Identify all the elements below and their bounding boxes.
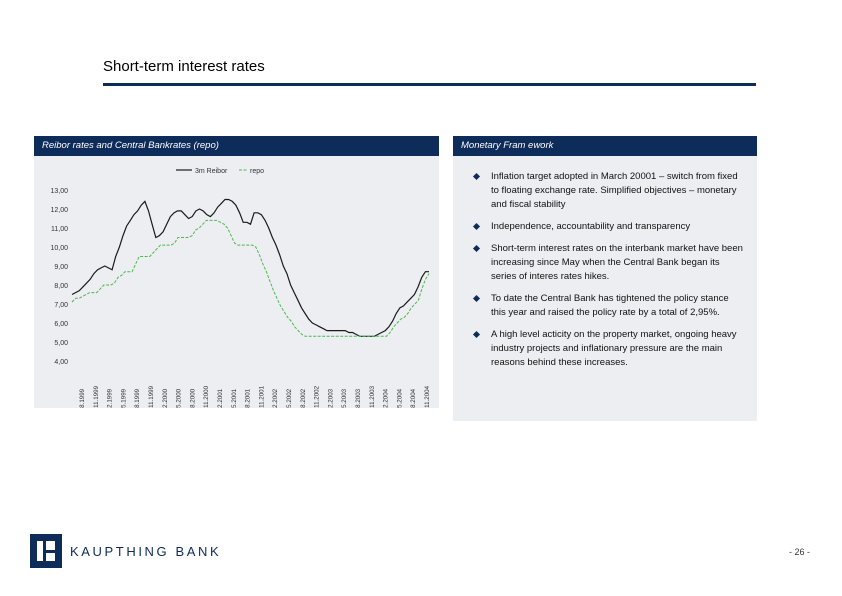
bullet-item: Independence, accountability and transpa… — [463, 220, 743, 234]
bullet-item: A high level acticity on the property ma… — [463, 328, 743, 370]
diamond-bullet-icon — [472, 172, 481, 181]
x-tick-label: 1.11.2002 — [314, 385, 321, 408]
x-tick-label: 1.8.2000 — [189, 388, 196, 408]
y-tick-label: 7,00 — [54, 302, 68, 309]
x-tick-label: 1.2.2002 — [272, 388, 279, 408]
repo-series-line — [71, 219, 430, 337]
bullet-text: A high level acticity on the property ma… — [491, 329, 737, 368]
x-tick-label: 1.8.1999 — [79, 388, 86, 408]
bullet-item: Short-term interest rates on the interba… — [463, 242, 743, 284]
legend-label-repo: repo — [250, 168, 264, 175]
x-tick-label: 1.2.2000 — [162, 388, 169, 408]
page-title: Short-term interest rates — [103, 58, 265, 75]
monetary-framework-heading: Monetary Fram ework — [453, 136, 757, 156]
y-tick-label: 6,00 — [54, 321, 68, 328]
chart-panel-heading: Reibor rates and Central Bankrates (repo… — [34, 136, 439, 156]
x-tick-label: 1.2.2001 — [217, 388, 224, 408]
bullet-text: Inflation target adopted in March 20001 … — [491, 171, 738, 210]
x-tick-label: 1.11.2000 — [203, 385, 210, 408]
x-tick-label: 1.5.2003 — [341, 388, 348, 408]
logo-wordmark: KAUPTHING BANK — [70, 544, 222, 559]
y-tick-label: 9,00 — [54, 264, 68, 271]
x-tick-label: 1.5.2004 — [396, 388, 403, 408]
x-tick-label: 1.2.2003 — [327, 388, 334, 408]
bullet-text: Independence, accountability and transpa… — [491, 221, 691, 232]
bullet-text: To date the Central Bank has tightened t… — [491, 293, 729, 318]
legend-label-reibor: 3m Reibor — [195, 168, 228, 175]
x-tick-label: 1.11.1999 — [148, 385, 155, 408]
y-tick-label: 8,00 — [54, 283, 68, 290]
bullet-item: Inflation target adopted in March 20001 … — [463, 170, 743, 212]
y-tick-label: 11,00 — [51, 226, 68, 233]
x-tick-label: 1.8.2002 — [300, 388, 307, 408]
diamond-bullet-icon — [472, 330, 481, 339]
bullet-item: To date the Central Bank has tightened t… — [463, 292, 743, 320]
x-tick-label: 1.11.1999 — [93, 385, 100, 408]
x-tick-label: 1.8.2004 — [410, 388, 417, 408]
x-tick-label: 1.2.1999 — [107, 388, 114, 408]
x-tick-label: 1.5.2002 — [286, 388, 293, 408]
x-tick-label: 1.8.1999 — [134, 388, 141, 408]
x-tick-label: 1.5.1999 — [120, 388, 127, 408]
bullet-list: Inflation target adopted in March 20001 … — [453, 156, 757, 370]
y-tick-label: 13,00 — [50, 188, 68, 195]
bullet-text: Short-term interest rates on the interba… — [491, 243, 743, 282]
page-number: - 26 - — [789, 547, 811, 557]
x-tick-label: 1.5.2001 — [231, 388, 238, 408]
y-tick-label: 10,00 — [50, 245, 68, 252]
diamond-bullet-icon — [472, 222, 481, 231]
kaupthing-logo-icon — [30, 534, 62, 568]
x-tick-label: 1.11.2003 — [369, 385, 376, 408]
x-tick-label: 1.8.2003 — [355, 388, 362, 408]
reibor-series-line — [71, 198, 429, 337]
interest-rate-chart: 4,00 5,00 6,00 7,00 8,00 9,00 10,00 11,00 12,00 1… — [50, 168, 431, 413]
x-tick-label: 1.5.2000 — [176, 388, 183, 408]
y-tick-label: 12,00 — [50, 207, 68, 214]
y-tick-label: 4,00 — [54, 359, 68, 366]
x-tick-label: 1.2.2004 — [383, 388, 390, 408]
x-tick-label: 1.8.2001 — [245, 388, 252, 408]
x-tick-label: 1.11.2001 — [258, 385, 265, 408]
diamond-bullet-icon — [472, 244, 481, 253]
y-tick-label: 5,00 — [54, 340, 68, 347]
x-tick-label: 1.11.2004 — [424, 385, 431, 408]
diamond-bullet-icon — [472, 294, 481, 303]
monetary-framework-panel: Monetary Fram ework Inflation target ado… — [453, 136, 757, 421]
chart-panel: Reibor rates and Central Bankrates (repo… — [34, 136, 439, 413]
title-divider — [103, 83, 756, 86]
